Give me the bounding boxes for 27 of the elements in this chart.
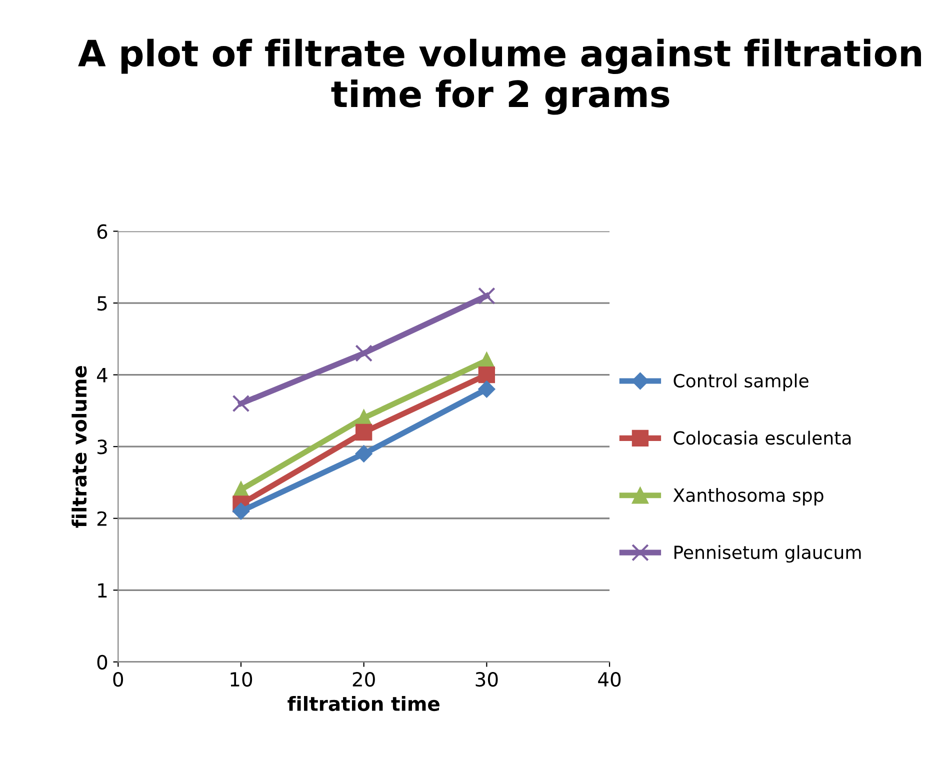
point [355,445,372,462]
legend-label: Xanthosoma spp [673,488,824,506]
legend-label: Colocasia esculenta [674,430,851,445]
legend-label: Control sample [674,374,808,392]
x-tick-label: 0 [113,672,124,687]
chart-title: A plot of filtrate volume against filtration time for 2 grams [78,38,921,115]
x-axis-title: filtration time [288,696,440,712]
point [232,394,250,412]
y-tick-label: 6 [97,224,108,239]
legend-label: Pennisetum glaucum [674,545,861,563]
y-tick-label: 4 [96,368,108,382]
x-tick-label: 10 [230,672,252,687]
point [355,344,373,362]
y-tick-label: 0 [97,654,108,670]
x-tick-label: 20 [352,672,375,687]
y-tick-label: 2 [97,511,106,526]
y-tick-label: 3 [98,440,107,454]
point [478,366,496,384]
y-axis-title: filtrate volume [72,366,87,528]
y-tick-label: 1 [98,583,107,598]
point [232,502,250,520]
x-tick-label: 30 [476,672,498,687]
point [478,380,496,398]
x-tick-label: 40 [598,672,621,687]
point [355,424,372,441]
point [478,287,496,305]
y-tick-label: 5 [98,296,107,311]
